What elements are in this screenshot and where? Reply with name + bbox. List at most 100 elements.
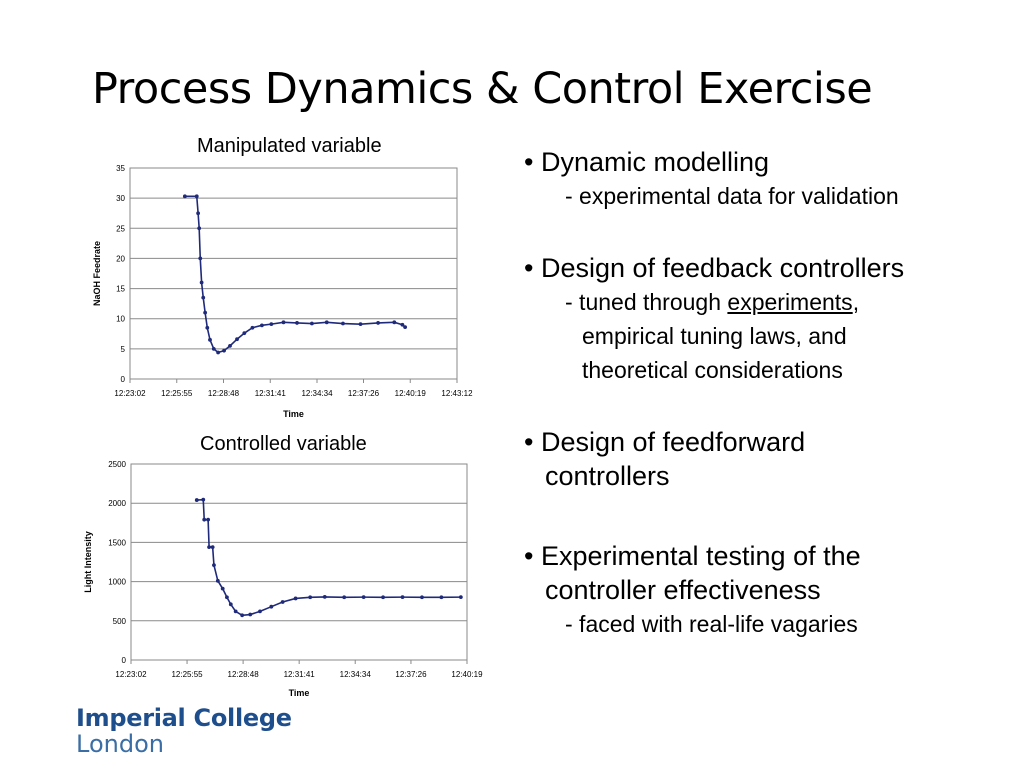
y-tick-label: 25 [116,224,125,233]
slide-title: Process Dynamics & Control Exercise [92,64,873,114]
data-point [194,498,199,502]
data-point [458,595,463,600]
x-tick-label: 12:34:34 [301,389,333,398]
bullet-dynamic-modelling: • Dynamic modelling - experimental data … [524,145,1019,213]
bullet-text: • Design of feedforward [524,427,806,457]
data-point [228,602,233,607]
bullet-subtext-b: , [852,289,860,315]
data-point [420,595,424,600]
data-point [215,578,220,583]
bullet-list: • Dynamic modelling - experimental data … [524,145,1019,641]
data-point [439,595,444,600]
y-axis-title: Light Intensity [83,531,93,593]
data-point [216,350,221,355]
y-axis-title: NaOH Feedrate [92,241,102,306]
x-tick-label: 12:28:48 [208,389,240,398]
data-point [182,194,187,199]
x-tick-label: 12:23:02 [115,670,147,679]
y-tick-label: 30 [116,194,125,203]
chart1-title: Manipulated variable [197,135,382,157]
x-tick-label: 12:37:26 [348,389,380,398]
data-point [210,545,215,550]
bullet-text-cont: controllers [545,461,670,491]
data-point [341,321,345,326]
data-point [280,600,285,604]
data-point [258,609,262,614]
x-tick-label: 12:23:02 [114,389,146,398]
data-point [259,323,264,328]
y-tick-label: 5 [121,345,126,354]
data-point [235,337,239,342]
data-point [233,609,238,614]
data-point [322,594,327,599]
data-point [205,325,210,330]
imperial-college-logo: Imperial College London [76,705,292,757]
data-point [240,613,245,618]
data-point [212,563,216,568]
series-line [184,195,406,354]
data-point [392,320,397,325]
chart2-title: Controlled variable [200,433,367,455]
controlled-variable-chart: 0 500 1000 1500 2000 2500 12:23:02 12:25:55 12:2… [83,460,483,698]
y-tick-label: 500 [113,617,127,626]
bullet-subtext: theoretical considerations [582,357,843,383]
bullet-subtext-a: - tuned through [565,289,728,315]
data-point [201,497,206,502]
data-point [194,194,199,199]
data-point [400,595,405,600]
data-point [208,337,212,342]
data-point [206,517,211,522]
manipulated-variable-chart: 0 5 10 15 20 25 30 35 12:23:02 12:25:55 12:28:48 12… [92,164,473,419]
data-point [358,322,363,327]
bullet-feedback-controllers: • Design of feedback controllers - tuned… [524,251,1019,387]
x-tick-label: 12:28:48 [228,670,260,679]
data-point [225,595,229,600]
data-point [295,321,299,325]
y-tick-label: 1500 [108,538,126,547]
bullet-text: • Experimental testing of the [524,541,861,571]
y-tick-label: 35 [116,164,125,173]
y-tick-label: 2500 [108,460,126,469]
bullet-text: • Design of feedback controllers [524,253,905,283]
data-point [222,348,226,353]
bullet-subtext: - experimental data for validation [565,183,899,209]
bullet-feedforward-controllers: • Design of feedforward controllers [524,425,1019,493]
x-axis-title: Time [283,409,304,419]
data-point [400,322,405,327]
bullet-experimental-testing: • Experimental testing of the controller… [524,539,1019,641]
data-point [196,211,201,216]
plot-frame [130,463,468,661]
data-point [203,310,208,315]
x-tick-label: 12:37:26 [395,670,427,679]
data-point [207,545,211,550]
plot-frame [129,167,458,380]
data-point [269,604,274,609]
x-tick-label: 12:25:55 [161,389,193,398]
x-axis-title: Time [289,688,310,698]
y-tick-label: 0 [121,375,126,384]
data-point [342,595,347,600]
x-tick-label: 12:34:34 [340,670,372,679]
x-tick-label: 12:31:41 [255,389,287,398]
x-tick-label: 12:25:55 [171,670,203,679]
data-point [381,595,385,600]
data-point [211,346,216,351]
data-point [269,322,274,327]
data-point [248,612,253,617]
y-tick-label: 20 [116,254,125,263]
x-tick-label: 12:40:19 [451,670,483,679]
logo-line2: London [76,730,164,758]
y-tick-label: 15 [116,285,125,294]
y-tick-label: 2000 [108,499,126,508]
data-point [250,325,255,330]
bullet-subtext: empirical tuning laws, and [582,323,847,349]
y-tick-label: 0 [122,656,127,665]
data-point [324,320,329,325]
data-point [361,595,366,600]
data-point [199,280,204,285]
data-point [228,343,232,348]
experiments-link[interactable]: experiments [727,289,853,315]
data-point [220,586,225,591]
logo-line1: Imperial College [76,704,292,732]
x-tick-label: 12:40:19 [395,389,427,398]
